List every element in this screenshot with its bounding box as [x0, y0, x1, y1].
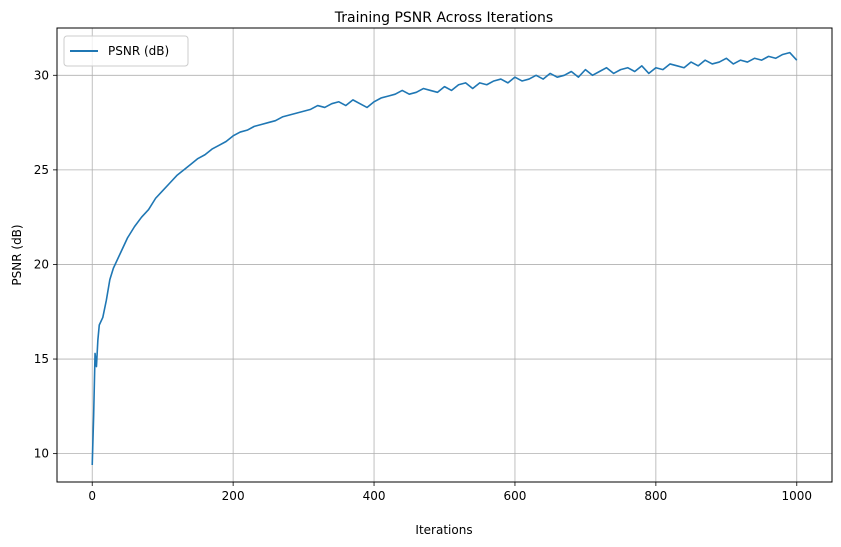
axis-ticks: 0 200 400 600 800 1000 10 15 20 25 30: [34, 68, 812, 503]
y-tick-label: 15: [34, 352, 49, 366]
grid-lines: [57, 28, 832, 482]
x-tick-label: 800: [644, 489, 667, 503]
x-tick-label: 0: [88, 489, 96, 503]
x-axis-label: Iterations: [415, 523, 472, 537]
y-tick-label: 25: [34, 163, 49, 177]
legend: PSNR (dB): [63, 35, 189, 67]
y-tick-label: 20: [34, 257, 49, 271]
legend-label: PSNR (dB): [108, 44, 169, 58]
legend-box: [63, 35, 189, 67]
y-tick-label: 10: [34, 447, 49, 461]
chart-title: Training PSNR Across Iterations: [334, 10, 553, 26]
series-layer: [91, 51, 798, 466]
x-tick-label: 1000: [781, 489, 812, 503]
x-tick-label: 200: [222, 489, 245, 503]
psnr-series-line: [91, 51, 798, 466]
y-tick-label: 30: [34, 68, 49, 82]
x-tick-label: 400: [363, 489, 386, 503]
x-tick-label: 600: [504, 489, 527, 503]
plot-frame: [56, 27, 833, 483]
y-axis-label: PSNR (dB): [10, 224, 24, 285]
